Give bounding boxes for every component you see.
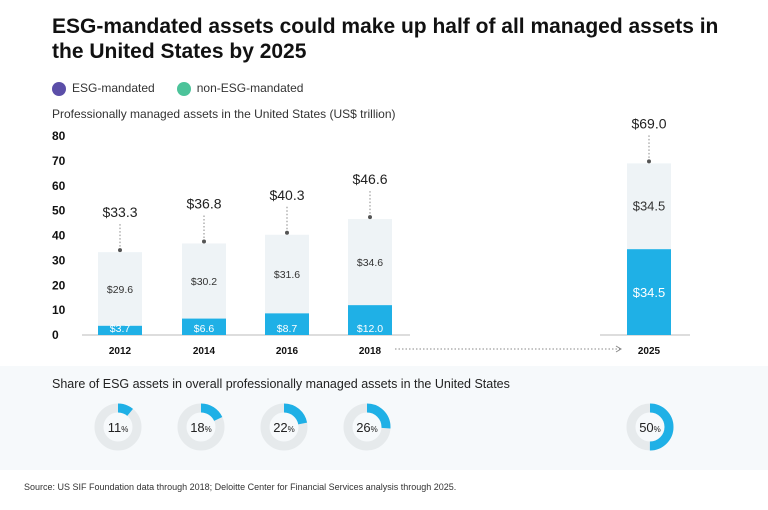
y-tick-label: 80 bbox=[52, 129, 66, 143]
leader-dot bbox=[118, 248, 122, 253]
leader-dot bbox=[285, 230, 289, 235]
bar-non-esg bbox=[98, 252, 142, 326]
y-tick-label: 20 bbox=[52, 278, 66, 292]
donut-label: 22% bbox=[273, 420, 295, 435]
total-label: $46.6 bbox=[352, 171, 387, 187]
donut-label: 50% bbox=[639, 420, 661, 435]
total-label: $36.8 bbox=[186, 195, 221, 211]
data-label-non-esg: $30.2 bbox=[191, 276, 217, 288]
data-label-non-esg: $34.5 bbox=[633, 198, 666, 213]
total-label: $69.0 bbox=[631, 115, 666, 131]
data-label-non-esg: $34.6 bbox=[357, 257, 383, 269]
data-label-esg: $34.5 bbox=[633, 285, 666, 300]
percent-sign: % bbox=[288, 425, 295, 434]
leader-dot bbox=[202, 239, 206, 244]
legend-item-non-esg: non-ESG-mandated bbox=[176, 81, 304, 96]
percent-sign: % bbox=[205, 425, 212, 434]
bar-esg bbox=[627, 249, 671, 335]
data-label-non-esg: $29.6 bbox=[107, 284, 133, 296]
chart-title: ESG-mandated assets could make up half o… bbox=[52, 15, 719, 63]
bar-non-esg bbox=[348, 219, 392, 306]
donut-label: 11% bbox=[108, 420, 129, 435]
y-tick-label: 30 bbox=[52, 253, 66, 267]
data-label-esg: $8.7 bbox=[277, 323, 298, 335]
x-tick-label: 2014 bbox=[193, 346, 216, 357]
bar-non-esg bbox=[627, 163, 671, 250]
donut-arc bbox=[260, 403, 308, 451]
percent-sign: % bbox=[371, 425, 378, 434]
y-tick-label: 70 bbox=[52, 154, 66, 168]
donut-arc bbox=[94, 403, 142, 451]
data-label-esg: $6.6 bbox=[194, 323, 215, 335]
x-tick-label: 2018 bbox=[359, 346, 382, 357]
bar-esg bbox=[265, 313, 309, 335]
legend-item-esg: ESG-mandated bbox=[52, 81, 155, 96]
y-tick-label: 60 bbox=[52, 179, 66, 193]
leader-dot bbox=[647, 159, 651, 164]
total-label: $33.3 bbox=[102, 204, 137, 220]
legend-swatch-esg bbox=[52, 81, 66, 96]
legend-swatch-non-esg bbox=[176, 81, 191, 96]
chart-subtitle: Professionally managed assets in the Uni… bbox=[52, 107, 396, 121]
percent-sign: % bbox=[654, 425, 661, 434]
donut-arc bbox=[343, 403, 391, 451]
share-title: Share of ESG assets in overall professio… bbox=[52, 377, 510, 391]
bar-non-esg bbox=[182, 243, 226, 319]
x-tick-label: 2016 bbox=[276, 346, 299, 357]
bar-non-esg bbox=[265, 234, 309, 314]
legend-label: ESG-mandated bbox=[72, 81, 155, 95]
total-label: $40.3 bbox=[269, 187, 304, 203]
bar-esg bbox=[348, 305, 392, 335]
legend-label: non-ESG-mandated bbox=[196, 81, 304, 95]
data-label-esg: $12.0 bbox=[357, 323, 383, 335]
source-note: Source: US SIF Foundation data through 2… bbox=[24, 482, 457, 492]
leader-dot bbox=[368, 215, 372, 220]
donut-label: 26% bbox=[356, 420, 378, 435]
bar-esg bbox=[98, 325, 142, 335]
data-label-esg: $3.7 bbox=[110, 323, 131, 335]
y-tick-label: 0 bbox=[52, 328, 59, 342]
data-label-non-esg: $31.6 bbox=[274, 269, 300, 281]
y-tick-label: 10 bbox=[52, 303, 66, 317]
arrow-head-icon bbox=[615, 345, 622, 353]
donut-label: 18% bbox=[190, 420, 212, 435]
donut-arc bbox=[177, 403, 225, 451]
percent-sign: % bbox=[121, 425, 128, 434]
y-tick-label: 50 bbox=[52, 204, 66, 218]
y-tick-label: 40 bbox=[52, 229, 66, 243]
bar-esg bbox=[182, 318, 226, 335]
x-tick-label: 2012 bbox=[109, 346, 132, 357]
legend: ESG-mandated non-ESG-mandated bbox=[52, 81, 303, 96]
donut-arc bbox=[626, 403, 674, 451]
x-tick-label: 2025 bbox=[638, 346, 661, 357]
